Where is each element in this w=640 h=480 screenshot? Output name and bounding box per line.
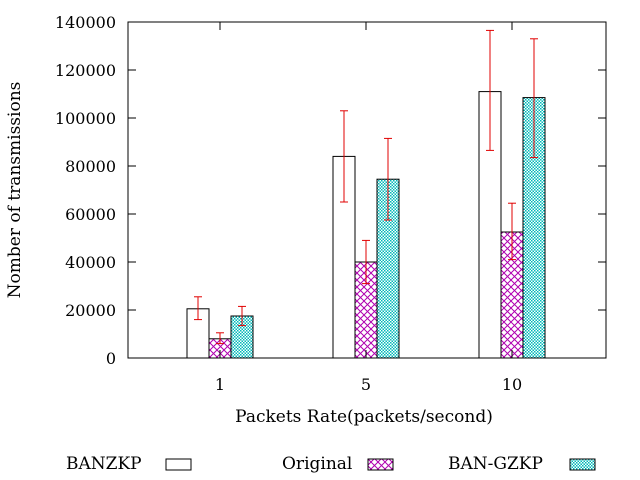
- legend-swatch: [367, 458, 394, 471]
- legend-swatch: [165, 458, 192, 471]
- plot-frame: [127, 21, 607, 359]
- error-bar: [362, 239, 370, 285]
- error-bar: [194, 296, 202, 321]
- y-tick-label: 0: [106, 349, 116, 368]
- legend-label: BAN-GZKP: [448, 454, 543, 474]
- y-axis-title: Nomber of transmissions: [5, 82, 25, 299]
- y-tick-label: 20000: [65, 301, 116, 320]
- y-tick-label: 60000: [65, 205, 116, 224]
- error-bar: [238, 305, 246, 327]
- x-tick-label: 10: [502, 375, 522, 394]
- legend-swatch: [569, 458, 596, 471]
- y-tick-label: 80000: [65, 157, 116, 176]
- error-bar: [530, 38, 538, 159]
- x-tick-label: 5: [361, 375, 371, 394]
- legend-label: Original: [282, 454, 352, 474]
- y-tick-label: 140000: [55, 13, 116, 32]
- error-bar: [508, 202, 516, 261]
- error-bar: [384, 137, 392, 221]
- x-axis-title: Packets Rate(packets/second): [235, 407, 493, 427]
- error-bar: [486, 29, 494, 151]
- legend: BANZKP Original BAN-GZKP: [66, 454, 596, 474]
- error-bar: [340, 110, 348, 203]
- legend-label: BANZKP: [66, 454, 142, 474]
- y-tick-label: 100000: [55, 109, 116, 128]
- error-bar: [216, 332, 224, 345]
- y-tick-label: 40000: [65, 253, 116, 272]
- x-tick-label: 1: [215, 375, 225, 394]
- y-tick-label: 120000: [55, 61, 116, 80]
